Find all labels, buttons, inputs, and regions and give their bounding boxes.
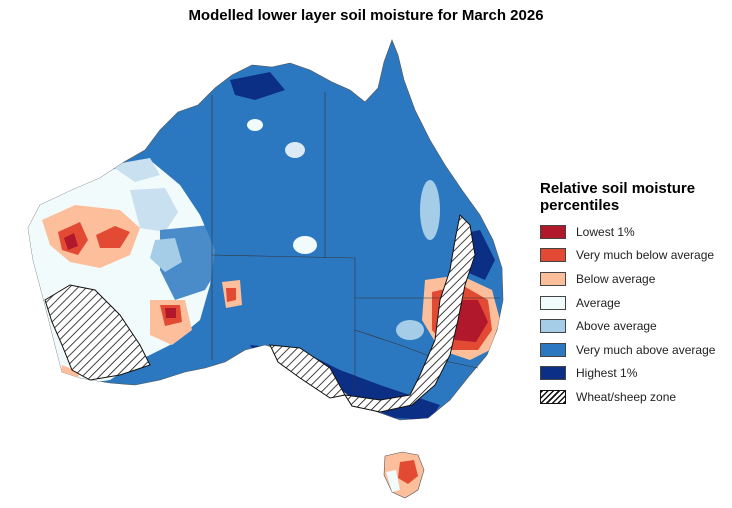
- legend-swatch: [540, 224, 566, 239]
- east-coast-light: [420, 180, 440, 240]
- east-wheat-sheep-zone: [343, 213, 476, 413]
- legend-title: Relative soil moisture percentiles: [540, 180, 696, 214]
- legend-label: Average: [576, 295, 621, 310]
- legend-swatch: [540, 295, 566, 310]
- legend-item: Very much above average: [540, 338, 730, 362]
- legend-item: Above average: [540, 314, 730, 338]
- west-light-blue-patch: [130, 188, 178, 232]
- legend-item: Lowest 1%: [540, 220, 730, 244]
- map-title: Modelled lower layer soil moisture for M…: [188, 7, 544, 24]
- legend-item: Highest 1%: [540, 362, 730, 386]
- legend: Relative soil moisture percentiles Lowes…: [540, 180, 730, 409]
- pilbara-above-average: [110, 158, 160, 182]
- sa-wheat-sheep-zone: [269, 344, 346, 399]
- north-light-patch: [247, 119, 263, 131]
- se-light-patch: [396, 320, 424, 340]
- legend-label: Lowest 1%: [576, 224, 635, 239]
- legend-label: Below average: [576, 271, 656, 286]
- legend-swatch: [540, 271, 566, 286]
- qld-light-patch: [285, 142, 305, 158]
- legend-swatch: [540, 366, 566, 381]
- tasmania-very-below: [398, 460, 418, 484]
- legend-item: Wheat/sheep zone: [540, 385, 730, 409]
- legend-item: Average: [540, 291, 730, 315]
- legend-label: Very much below average: [576, 248, 715, 263]
- legend-label: Above average: [576, 319, 657, 334]
- legend-item: Very much below average: [540, 244, 730, 268]
- central-west-light: [150, 238, 182, 272]
- legend-swatch: [540, 319, 566, 334]
- legend-label: Highest 1%: [576, 366, 638, 381]
- legend-swatch: [540, 342, 566, 357]
- interior-light-patch-1: [293, 236, 317, 254]
- australia-soil-moisture-map: [27, 39, 504, 499]
- legend-item: Below average: [540, 267, 730, 291]
- legend-items: Lowest 1% Very much below average Below av…: [540, 220, 730, 409]
- legend-label: Very much above average: [576, 342, 716, 357]
- north-highest-patch: [230, 72, 285, 100]
- wa-central-very-below: [226, 288, 236, 302]
- legend-label: Wheat/sheep zone: [576, 389, 677, 404]
- wa-wheat-sheep-zone: [44, 284, 151, 381]
- wa-lowest-1: [64, 233, 78, 250]
- wa-south-lowest: [165, 308, 176, 318]
- state-borders: [211, 92, 500, 392]
- hatched-swatch-icon: [540, 389, 566, 404]
- tasmania-average: [386, 470, 400, 492]
- wa-below-average-area: [42, 205, 140, 268]
- wa-very-much-below-2: [96, 226, 130, 248]
- legend-swatch: [540, 248, 566, 263]
